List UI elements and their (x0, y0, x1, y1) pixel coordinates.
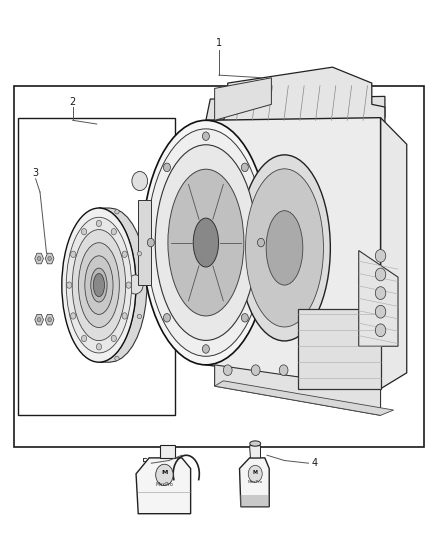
Ellipse shape (168, 169, 244, 316)
Circle shape (122, 313, 127, 319)
Circle shape (307, 365, 316, 375)
Text: MaxPro: MaxPro (155, 482, 173, 487)
Text: MaxPro: MaxPro (248, 480, 263, 484)
Bar (18, 118, 175, 415)
Circle shape (241, 313, 248, 322)
Circle shape (37, 256, 41, 261)
Polygon shape (240, 458, 269, 507)
Circle shape (81, 229, 87, 235)
Ellipse shape (93, 273, 105, 297)
Circle shape (111, 335, 117, 342)
Polygon shape (250, 446, 261, 458)
Text: 2: 2 (70, 96, 76, 107)
Polygon shape (45, 253, 54, 264)
Ellipse shape (137, 252, 141, 256)
Text: 4: 4 (312, 458, 318, 468)
Ellipse shape (155, 145, 257, 341)
Ellipse shape (250, 441, 261, 446)
Text: 3: 3 (32, 168, 39, 179)
Circle shape (375, 249, 386, 262)
Circle shape (279, 365, 288, 375)
Polygon shape (359, 251, 398, 346)
Bar (14, 86, 424, 447)
Ellipse shape (143, 120, 269, 365)
Polygon shape (136, 458, 191, 514)
Ellipse shape (78, 243, 119, 327)
Circle shape (126, 282, 131, 288)
Polygon shape (138, 200, 151, 285)
Circle shape (264, 172, 280, 191)
Ellipse shape (246, 169, 323, 327)
Polygon shape (35, 253, 43, 264)
Ellipse shape (66, 217, 131, 353)
Text: 5: 5 (141, 458, 148, 468)
Ellipse shape (115, 209, 119, 214)
Circle shape (67, 282, 72, 288)
Circle shape (202, 345, 209, 353)
Circle shape (268, 275, 284, 294)
Circle shape (258, 238, 265, 247)
Ellipse shape (147, 129, 265, 356)
Circle shape (375, 287, 386, 300)
Circle shape (163, 163, 170, 172)
Polygon shape (215, 381, 394, 415)
Polygon shape (35, 314, 43, 325)
Circle shape (375, 305, 386, 318)
Ellipse shape (193, 218, 219, 267)
Circle shape (132, 172, 148, 191)
Circle shape (48, 318, 51, 322)
Ellipse shape (266, 211, 303, 285)
Circle shape (71, 251, 76, 257)
Circle shape (202, 132, 209, 141)
Ellipse shape (115, 356, 119, 360)
Polygon shape (223, 67, 385, 128)
Polygon shape (160, 445, 175, 458)
Text: 1: 1 (216, 38, 222, 48)
Circle shape (127, 275, 143, 294)
Circle shape (248, 465, 262, 482)
Polygon shape (215, 78, 272, 120)
Circle shape (96, 344, 102, 350)
Circle shape (147, 238, 154, 247)
Bar (240, 495, 269, 507)
Circle shape (71, 313, 76, 319)
Circle shape (96, 220, 102, 227)
Circle shape (122, 251, 127, 257)
Polygon shape (215, 365, 381, 415)
Circle shape (163, 313, 170, 322)
Circle shape (37, 318, 41, 322)
Ellipse shape (137, 314, 141, 319)
Ellipse shape (239, 155, 330, 341)
Polygon shape (381, 118, 407, 389)
Circle shape (335, 365, 344, 375)
Polygon shape (99, 208, 147, 362)
Circle shape (375, 324, 386, 337)
Circle shape (81, 335, 87, 342)
Circle shape (155, 464, 173, 486)
Polygon shape (206, 118, 381, 389)
Polygon shape (45, 314, 54, 325)
Circle shape (251, 365, 260, 375)
Polygon shape (297, 309, 381, 389)
Ellipse shape (72, 230, 126, 341)
Text: M: M (161, 470, 168, 475)
Ellipse shape (91, 268, 107, 302)
Circle shape (375, 268, 386, 281)
Circle shape (363, 365, 372, 375)
Circle shape (48, 256, 51, 261)
Ellipse shape (85, 256, 113, 314)
Circle shape (241, 163, 248, 172)
Circle shape (223, 365, 232, 375)
Ellipse shape (62, 208, 136, 362)
Circle shape (111, 229, 117, 235)
Text: M: M (253, 470, 258, 475)
Polygon shape (206, 96, 385, 120)
